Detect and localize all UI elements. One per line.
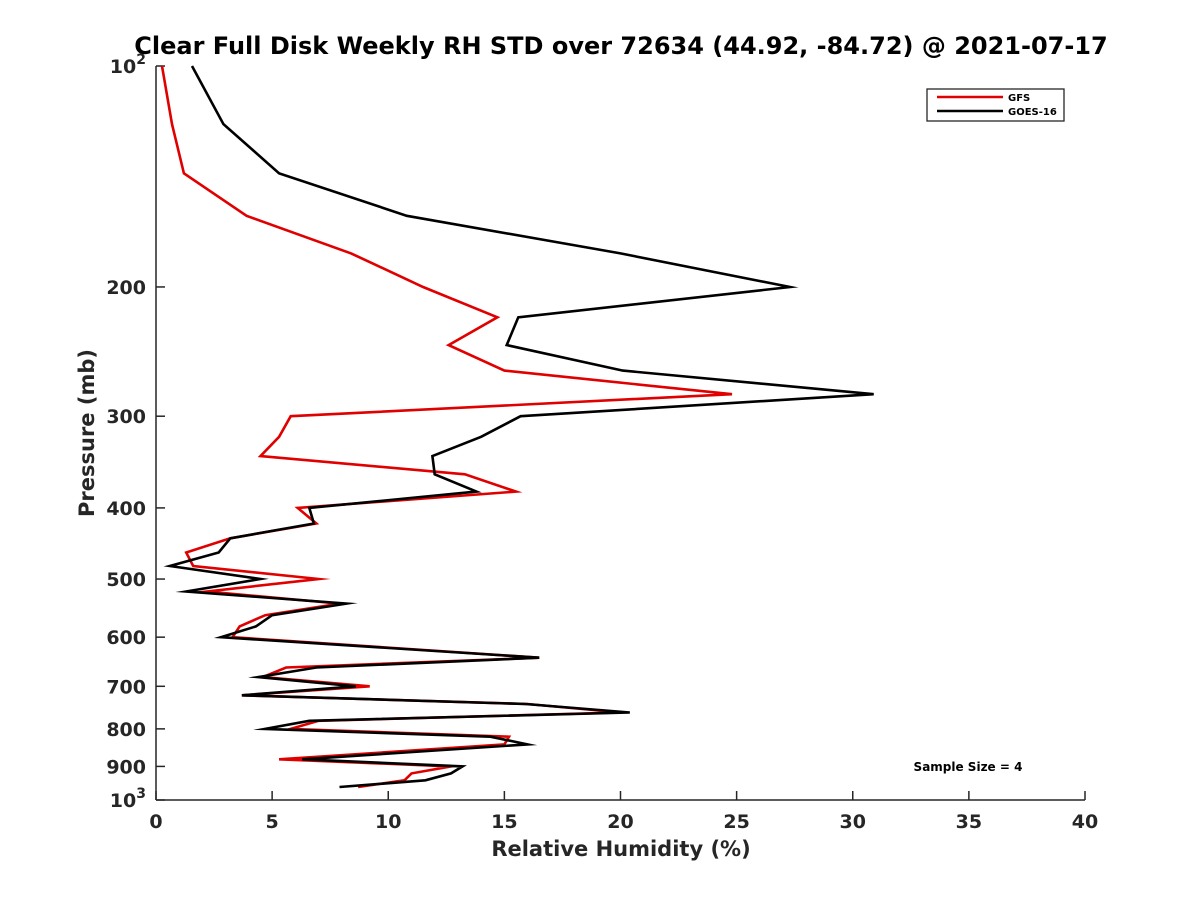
x-tick-label: 30 <box>840 811 866 833</box>
x-tick-label: 35 <box>956 811 982 833</box>
y-tick-label: 103 <box>110 786 146 812</box>
x-tick-label: 25 <box>723 811 749 833</box>
x-axis-label: Relative Humidity (%) <box>491 837 750 861</box>
series-line-goes-16 <box>163 65 874 789</box>
y-tick-label: 900 <box>106 756 146 778</box>
y-tick-label: 600 <box>106 627 146 649</box>
y-ticks: 102 200 300 400 500 600 700 800 900 103 <box>106 52 165 812</box>
x-tick-label: 10 <box>375 811 401 833</box>
legend-box <box>926 88 1065 122</box>
series-layer <box>160 65 874 789</box>
x-tick-label: 20 <box>607 811 633 833</box>
x-ticks: 0 5 10 15 20 25 30 35 40 <box>149 791 1098 833</box>
y-tick-label: 102 <box>110 52 146 78</box>
sample-size-annotation: Sample Size = 4 <box>914 760 1023 774</box>
x-tick-label: 0 <box>149 811 162 833</box>
legend-items: GFS GOES-16 <box>937 93 1057 118</box>
y-tick-label: 400 <box>106 498 146 520</box>
y-tick-label: 700 <box>106 676 146 698</box>
chart-title: Clear Full Disk Weekly RH STD over 72634… <box>134 32 1107 60</box>
axes: 0 5 10 15 20 25 30 35 40 102 200 300 400 500 600 700 80… <box>106 52 1098 833</box>
x-tick-label: 5 <box>266 811 279 833</box>
series-line-gfs <box>160 65 733 789</box>
y-tick-label: 800 <box>106 719 146 741</box>
legend: GFS GOES-16 <box>926 88 1065 122</box>
x-tick-label: 40 <box>1072 811 1098 833</box>
y-tick-label: 500 <box>106 569 146 591</box>
legend-label: GOES-16 <box>1008 107 1057 118</box>
x-tick-label: 15 <box>491 811 517 833</box>
y-tick-label: 200 <box>106 277 146 299</box>
y-tick-label: 300 <box>106 406 146 428</box>
y-axis-label: Pressure (mb) <box>75 349 99 517</box>
legend-label: GFS <box>1008 93 1030 104</box>
